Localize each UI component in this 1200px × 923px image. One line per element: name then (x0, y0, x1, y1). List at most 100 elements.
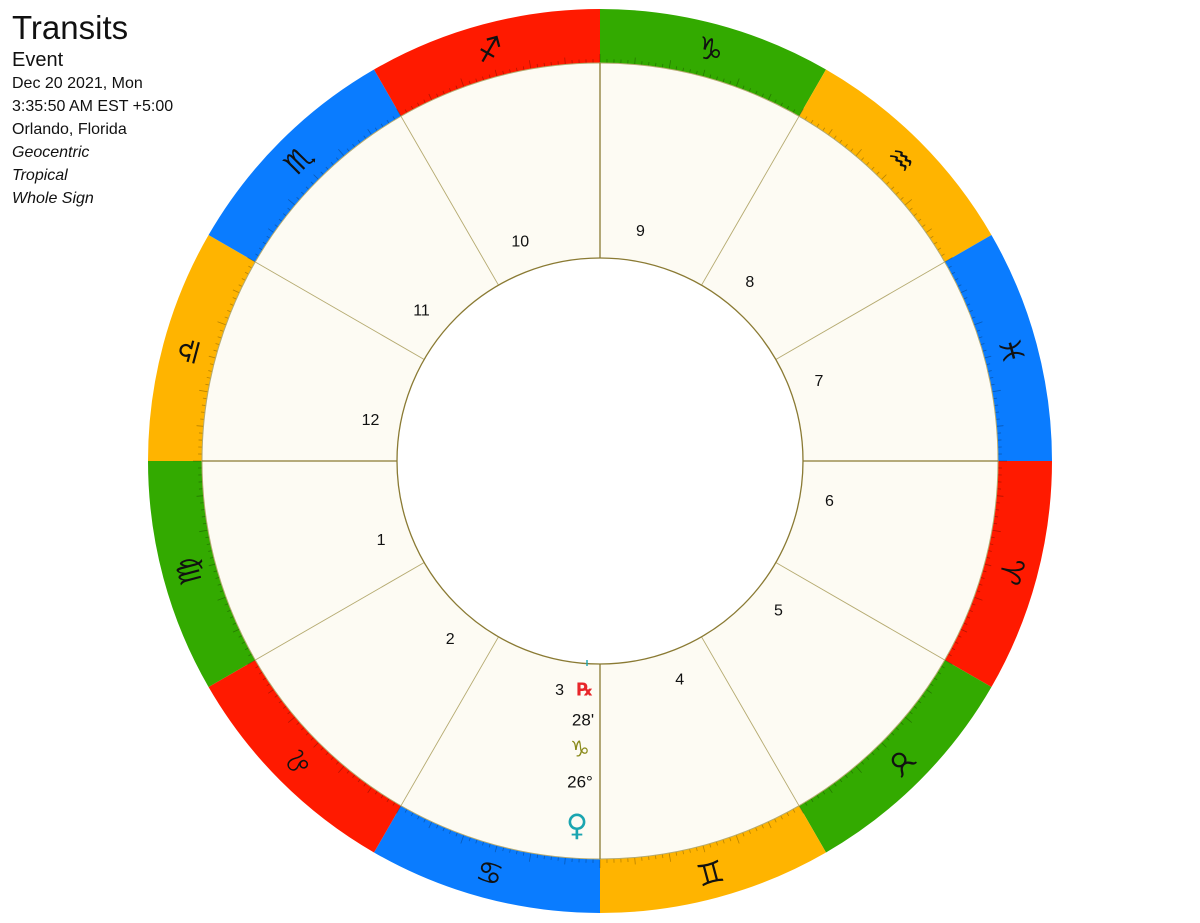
degree-tick (543, 62, 546, 67)
degree-tick (886, 737, 890, 741)
sign-segment-aquarius (799, 69, 992, 262)
degree-tick (248, 653, 253, 657)
degree-tick (991, 529, 1001, 533)
degree-tick (994, 515, 999, 518)
degree-tick (973, 321, 983, 326)
degree-tick (954, 278, 959, 281)
degree-tick (839, 778, 843, 783)
degree-tick (274, 694, 279, 698)
degree-tick (748, 829, 751, 834)
house-number-2: 2 (446, 631, 455, 648)
degree-tick (396, 108, 402, 117)
degree-tick (346, 770, 350, 774)
degree-tick (634, 57, 636, 65)
house-cusp-line (701, 116, 800, 286)
degree-tick (798, 108, 804, 117)
degree-tick (468, 80, 471, 85)
degree-tick (980, 576, 985, 579)
degree-tick (217, 596, 227, 601)
house-number-3: 3 (555, 682, 564, 699)
degree-tick (954, 641, 959, 644)
degree-tick (668, 852, 672, 862)
degree-tick (634, 857, 636, 865)
degree-tick (313, 742, 319, 748)
degree-tick (352, 774, 356, 779)
degree-tick (449, 88, 452, 93)
degree-tick (338, 148, 345, 157)
degree-tick (986, 363, 991, 366)
degree-tick (735, 834, 740, 844)
degree-tick (300, 191, 305, 195)
degree-tick (455, 85, 458, 90)
degree-tick (984, 355, 992, 359)
degree-tick (305, 732, 310, 736)
degree-tick (810, 119, 814, 124)
degree-tick (310, 181, 314, 185)
degree-tick (722, 78, 725, 83)
degree-tick (255, 665, 260, 669)
degree-tick (994, 404, 999, 407)
degree-tick (310, 737, 314, 741)
sign-segment-leo (208, 660, 401, 853)
degree-tick (296, 721, 300, 726)
house-cusp-lines (202, 63, 998, 859)
degree-tick (933, 677, 938, 681)
degree-tick (989, 377, 994, 379)
degree-tick (947, 653, 952, 657)
degree-tick (338, 765, 345, 774)
degree-tick (436, 824, 439, 829)
degree-tick (201, 404, 206, 407)
degree-tick (921, 694, 926, 698)
degree-tick (564, 57, 566, 65)
degree-tick (417, 102, 420, 107)
house-cusp-line (255, 562, 425, 661)
degree-tick (455, 832, 458, 837)
degree-tick (786, 105, 790, 110)
degree-tick (502, 847, 505, 852)
sign-segment-sagittarius (374, 9, 600, 117)
degree-tick (767, 821, 772, 829)
degree-tick (996, 495, 1004, 497)
degree-tick (528, 60, 532, 70)
degree-tick (963, 297, 968, 300)
degree-tick (423, 99, 426, 104)
degree-tick (982, 349, 987, 352)
degree-tick (232, 622, 237, 625)
house-number-11: 11 (413, 303, 430, 320)
degree-tick (363, 782, 367, 787)
degree-tick (978, 583, 983, 586)
degree-tick (208, 355, 216, 359)
degree-tick (335, 761, 340, 765)
degree-tick (201, 515, 206, 518)
degree-tick (827, 129, 833, 136)
degree-tick (968, 310, 973, 313)
degree-tick (976, 590, 981, 593)
degree-tick (804, 801, 808, 806)
degree-tick (966, 616, 971, 619)
degree-tick (709, 74, 712, 79)
degree-tick (761, 824, 764, 829)
capricorn-icon: ♑ (570, 738, 590, 763)
degree-tick (991, 389, 1001, 393)
degree-tick (729, 837, 732, 842)
house-number-7: 7 (814, 373, 823, 390)
degree-tick (909, 711, 913, 715)
degree-tick (229, 616, 234, 619)
degree-tick (488, 74, 491, 79)
house-number-6: 6 (825, 493, 834, 510)
degree-tick (917, 218, 922, 222)
degree-tick (213, 349, 218, 352)
chart-house-system: Whole Sign (12, 190, 94, 207)
venus-degree-label: 26° (567, 773, 593, 792)
degree-tick (536, 63, 539, 68)
degree-tick (241, 641, 246, 644)
degree-tick (475, 78, 478, 83)
degree-tick (262, 241, 267, 245)
degree-tick (543, 855, 546, 860)
degree-tick (528, 852, 532, 862)
degree-tick (940, 665, 945, 669)
degree-tick (325, 751, 329, 756)
degree-tick (822, 127, 826, 132)
degree-tick (209, 556, 214, 559)
